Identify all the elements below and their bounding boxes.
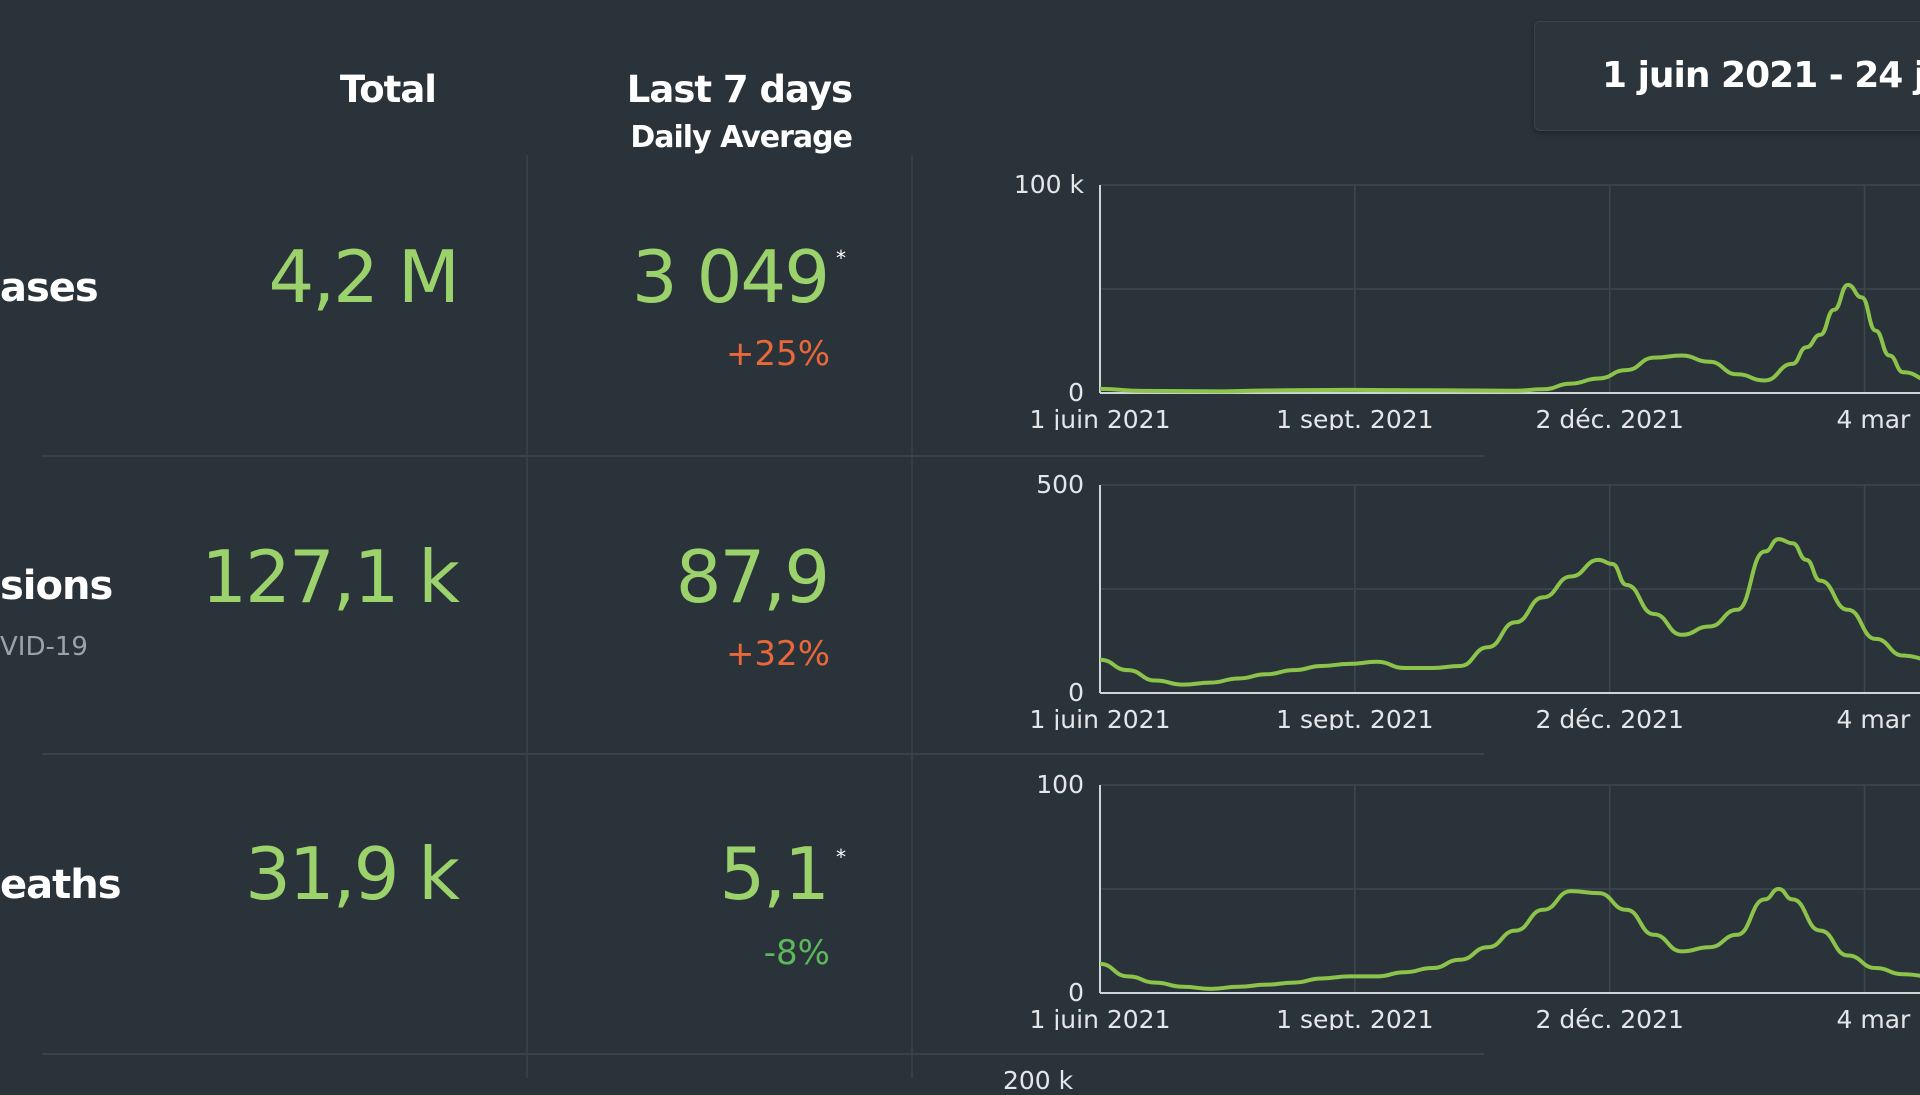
- x-tick-label: 4 mar: [1837, 1005, 1912, 1030]
- series-line: [1099, 537, 1920, 687]
- cases-trend-chart: 0 100 k 1 juin 2021 1 sept. 2021 2 déc. 2021…: [990, 160, 1920, 430]
- y-tick-label: 0: [1068, 678, 1084, 707]
- y-tick-label: 0: [1068, 978, 1084, 1007]
- x-tick-label: 1 juin 2021: [1029, 405, 1170, 430]
- admissions-change-percent: +32%: [725, 634, 830, 674]
- y-tick-label: 500: [1036, 470, 1084, 499]
- daily-average-subheader: Daily Average: [630, 120, 853, 155]
- admissions-row-sublabel: VID-19: [0, 632, 88, 662]
- date-range-label: 1 juin 2021 - 24 juin: [1602, 55, 1920, 96]
- deaths-average-footnote-marker: *: [836, 845, 846, 869]
- deaths-daily-average-value: 5,1: [719, 832, 830, 916]
- column-divider: [911, 155, 913, 1078]
- row-divider: [42, 753, 1484, 755]
- y-tick-label: 100: [1036, 770, 1084, 799]
- admissions-chart-svg: 0 500 1 juin 2021 1 sept. 2021 2 déc. 2021 4 …: [1029, 470, 1920, 730]
- next-chart-y-max-label: 200 k: [1003, 1066, 1074, 1095]
- column-divider: [526, 155, 528, 1078]
- y-tick-label: 100 k: [1014, 170, 1085, 199]
- cases-change-percent: +25%: [725, 334, 830, 374]
- total-column-header: Total: [339, 68, 437, 111]
- x-tick-label: 2 déc. 2021: [1535, 405, 1683, 430]
- deaths-trend-chart: 0 100 1 juin 2021 1 sept. 2021 2 déc. 2021 4 …: [990, 760, 1920, 1030]
- cases-daily-average-value: 3 049: [631, 235, 830, 319]
- admissions-total-value: 127,1 k: [201, 535, 460, 619]
- x-tick-label: 4 mar: [1837, 405, 1912, 430]
- x-tick-label: 2 déc. 2021: [1535, 1005, 1683, 1030]
- y-tick-label: 0: [1068, 378, 1084, 407]
- x-tick-label: 4 mar: [1837, 705, 1912, 730]
- x-tick-label: 1 sept. 2021: [1276, 1005, 1433, 1030]
- cases-chart-svg: 0 100 k 1 juin 2021 1 sept. 2021 2 déc. 2021…: [1014, 170, 1920, 430]
- last-7-days-column-header: Last 7 days: [626, 68, 853, 111]
- date-range-selector[interactable]: 1 juin 2021 - 24 juin: [1534, 21, 1920, 131]
- cases-average-footnote-marker: *: [836, 246, 846, 270]
- x-tick-label: 2 déc. 2021: [1535, 705, 1683, 730]
- cases-total-value: 4,2 M: [268, 235, 460, 319]
- admissions-daily-average-value: 87,9: [675, 535, 830, 619]
- x-tick-label: 1 juin 2021: [1029, 705, 1170, 730]
- cases-row-label: ases: [0, 265, 99, 311]
- row-divider: [42, 455, 1484, 457]
- x-tick-label: 1 sept. 2021: [1276, 705, 1433, 730]
- admissions-row-label: sions: [0, 563, 113, 609]
- series-line: [1099, 887, 1920, 991]
- deaths-total-value: 31,9 k: [245, 832, 460, 916]
- row-divider: [42, 1053, 1484, 1055]
- deaths-row-label: eaths: [0, 862, 122, 908]
- x-tick-label: 1 sept. 2021: [1276, 405, 1433, 430]
- admissions-trend-chart: 0 500 1 juin 2021 1 sept. 2021 2 déc. 2021 4 …: [990, 460, 1920, 730]
- deaths-change-percent: -8%: [763, 933, 830, 973]
- x-tick-label: 1 juin 2021: [1029, 1005, 1170, 1030]
- deaths-chart-svg: 0 100 1 juin 2021 1 sept. 2021 2 déc. 2021 4 …: [1029, 770, 1920, 1030]
- series-line: [1099, 282, 1920, 394]
